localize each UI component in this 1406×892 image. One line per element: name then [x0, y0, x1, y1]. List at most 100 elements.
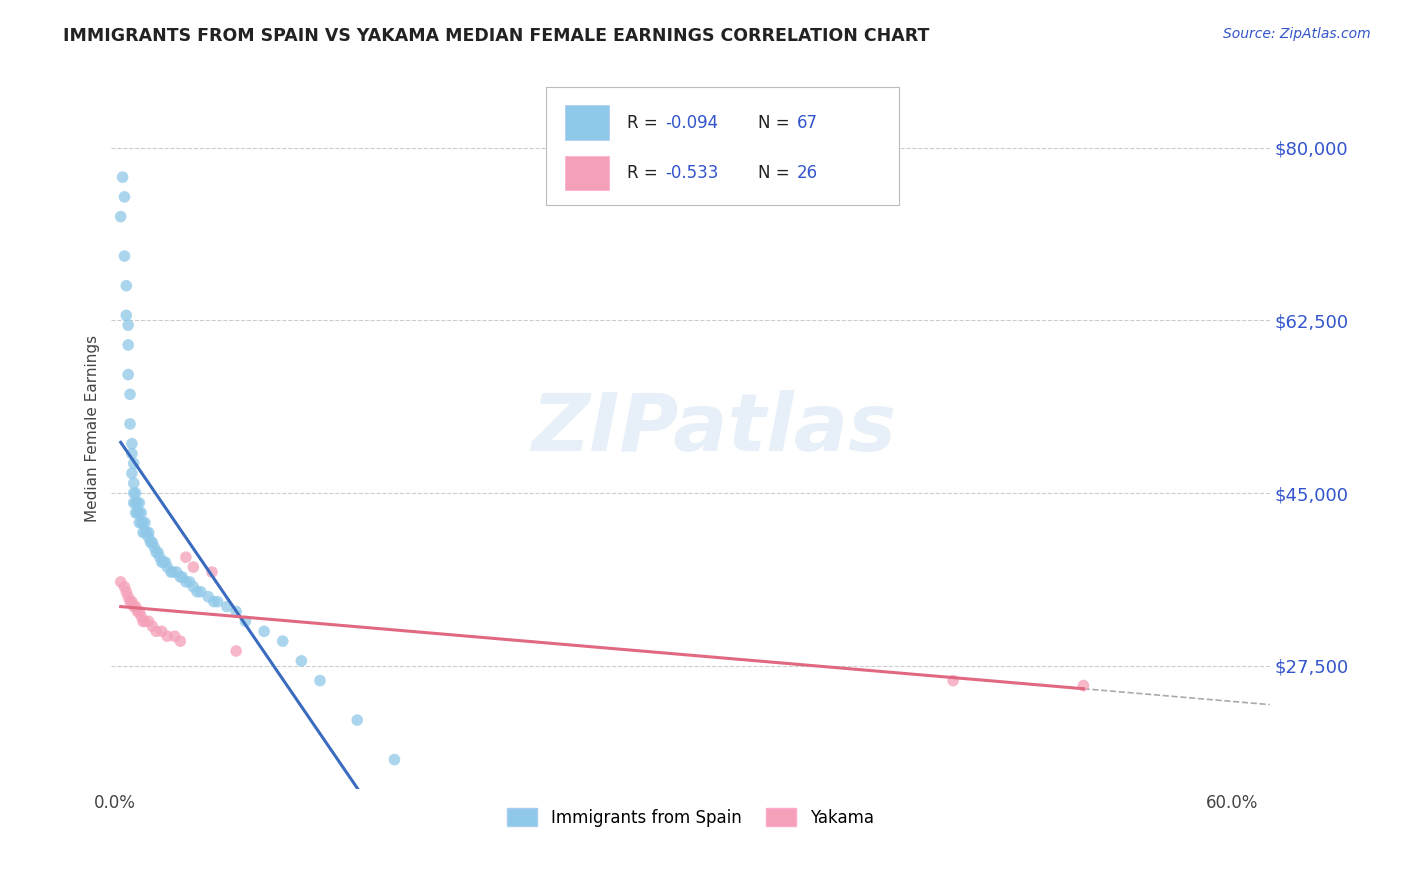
- Point: [138, 615, 160, 629]
- Text: Source: ZipAtlas.com: Source: ZipAtlas.com: [1223, 27, 1371, 41]
- Point: [215, 599, 238, 614]
- Point: [122, 457, 145, 471]
- Point: [129, 609, 152, 624]
- Point: [271, 634, 294, 648]
- Point: [128, 605, 150, 619]
- Point: [309, 673, 332, 688]
- Point: [169, 634, 191, 648]
- Point: [128, 506, 150, 520]
- Point: [127, 506, 149, 520]
- Point: [132, 516, 155, 530]
- Point: [346, 713, 368, 727]
- FancyBboxPatch shape: [565, 105, 609, 140]
- Text: R =: R =: [627, 164, 662, 182]
- Point: [166, 565, 188, 579]
- Y-axis label: Median Female Earnings: Median Female Earnings: [86, 335, 100, 523]
- Point: [253, 624, 276, 639]
- Point: [122, 496, 145, 510]
- Point: [115, 278, 138, 293]
- Point: [117, 338, 139, 352]
- Point: [110, 574, 132, 589]
- Point: [118, 594, 141, 608]
- Point: [129, 506, 152, 520]
- Point: [163, 629, 186, 643]
- Point: [134, 516, 156, 530]
- Text: 67: 67: [797, 113, 818, 132]
- Point: [183, 580, 205, 594]
- Point: [115, 309, 138, 323]
- Text: IMMIGRANTS FROM SPAIN VS YAKAMA MEDIAN FEMALE EARNINGS CORRELATION CHART: IMMIGRANTS FROM SPAIN VS YAKAMA MEDIAN F…: [63, 27, 929, 45]
- Point: [122, 476, 145, 491]
- Point: [150, 555, 173, 569]
- Text: 26: 26: [797, 164, 818, 182]
- Point: [143, 541, 166, 555]
- Point: [156, 560, 179, 574]
- Point: [155, 555, 177, 569]
- Point: [207, 594, 229, 608]
- Point: [135, 525, 157, 540]
- Point: [121, 467, 143, 481]
- Point: [134, 615, 156, 629]
- Point: [124, 506, 146, 520]
- Point: [128, 496, 150, 510]
- Point: [172, 570, 194, 584]
- Point: [138, 531, 160, 545]
- Point: [160, 565, 183, 579]
- Point: [139, 535, 162, 549]
- Point: [114, 580, 136, 594]
- Point: [186, 584, 208, 599]
- Point: [127, 605, 149, 619]
- Point: [118, 387, 141, 401]
- Point: [138, 525, 160, 540]
- Point: [190, 584, 212, 599]
- FancyBboxPatch shape: [546, 87, 898, 205]
- Point: [197, 590, 219, 604]
- Point: [235, 615, 257, 629]
- Point: [149, 550, 172, 565]
- Point: [942, 673, 965, 688]
- Point: [110, 210, 132, 224]
- Point: [225, 644, 247, 658]
- Point: [384, 753, 406, 767]
- Point: [114, 190, 136, 204]
- Point: [1073, 679, 1095, 693]
- Point: [179, 574, 201, 589]
- Point: [169, 570, 191, 584]
- Text: -0.094: -0.094: [665, 113, 718, 132]
- Point: [290, 654, 312, 668]
- Text: -0.533: -0.533: [665, 164, 718, 182]
- Point: [127, 496, 149, 510]
- Point: [111, 170, 134, 185]
- Point: [141, 535, 163, 549]
- Point: [201, 565, 224, 579]
- Point: [122, 486, 145, 500]
- Point: [132, 525, 155, 540]
- FancyBboxPatch shape: [565, 156, 609, 190]
- Text: N =: N =: [758, 113, 794, 132]
- Point: [128, 516, 150, 530]
- Point: [145, 545, 167, 559]
- Text: N =: N =: [758, 164, 794, 182]
- Point: [118, 417, 141, 431]
- Point: [121, 446, 143, 460]
- Point: [122, 599, 145, 614]
- Point: [121, 436, 143, 450]
- Point: [134, 525, 156, 540]
- Point: [202, 594, 225, 608]
- Point: [124, 496, 146, 510]
- Point: [225, 605, 247, 619]
- Point: [145, 624, 167, 639]
- Point: [174, 574, 197, 589]
- Point: [174, 550, 197, 565]
- Point: [114, 249, 136, 263]
- Point: [141, 619, 163, 633]
- Point: [124, 599, 146, 614]
- Point: [124, 486, 146, 500]
- Point: [117, 368, 139, 382]
- Text: ZIPatlas: ZIPatlas: [531, 390, 896, 468]
- Point: [146, 545, 169, 559]
- Point: [121, 594, 143, 608]
- Point: [156, 629, 179, 643]
- Text: R =: R =: [627, 113, 662, 132]
- Point: [150, 624, 173, 639]
